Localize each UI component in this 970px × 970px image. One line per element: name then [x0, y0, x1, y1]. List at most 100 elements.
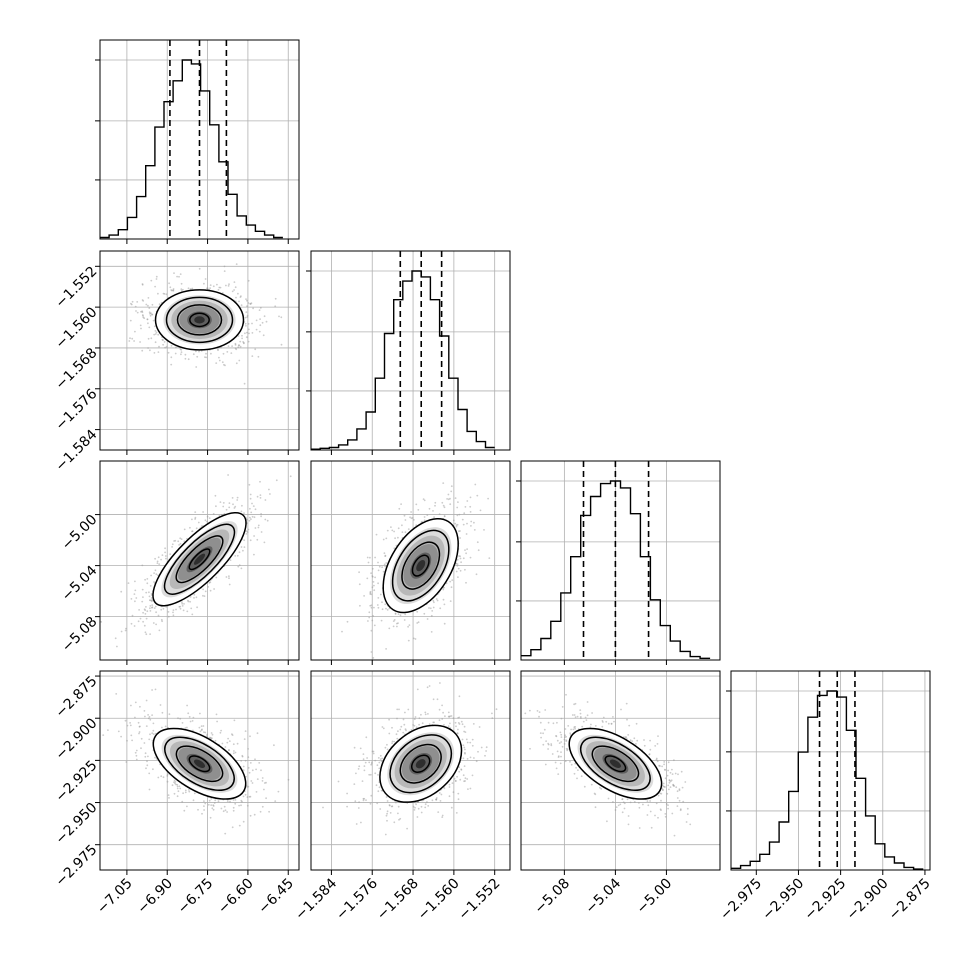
scatter-point — [467, 788, 469, 790]
scatter-point — [235, 362, 238, 365]
scatter-point — [184, 789, 187, 792]
scatter-point — [426, 801, 428, 803]
scatter-point — [397, 536, 399, 539]
scatter-point — [447, 711, 450, 714]
scatter-point — [373, 584, 375, 587]
scatter-point — [134, 701, 137, 704]
scatter-point — [396, 625, 398, 628]
scatter-point — [141, 564, 144, 567]
scatter-point — [255, 768, 257, 771]
scatter-point — [259, 324, 262, 327]
scatter-point — [138, 731, 141, 733]
scatter-point — [156, 562, 159, 564]
scatter-point — [263, 788, 265, 791]
scatter-point — [173, 272, 175, 274]
scatter-point — [227, 345, 230, 347]
scatter-point — [388, 732, 391, 735]
scatter-point — [613, 720, 615, 723]
scatter-point — [371, 567, 374, 570]
scatter-point — [144, 755, 147, 758]
scatter-point — [248, 332, 250, 335]
scatter-point — [175, 783, 177, 786]
scatter-point — [469, 787, 472, 790]
scatter-point — [130, 704, 132, 707]
scatter-point — [661, 788, 664, 791]
scatter-point — [202, 725, 205, 727]
scatter-point — [234, 555, 237, 557]
scatter-point — [251, 769, 254, 772]
scatter-point — [374, 772, 377, 775]
scatter-point — [175, 346, 177, 349]
scatter-point — [378, 565, 381, 568]
scatter-point — [373, 624, 376, 627]
scatter-point — [202, 594, 204, 597]
scatter-point — [186, 726, 188, 729]
scatter-point — [249, 516, 251, 519]
scatter-point — [391, 740, 394, 743]
scatter-point — [424, 803, 427, 806]
scatter-point — [233, 507, 236, 509]
scatter-point — [362, 753, 365, 755]
scatter-point — [241, 504, 243, 507]
scatter-point — [455, 812, 458, 814]
scatter-point — [200, 525, 203, 527]
scatter-point — [147, 297, 150, 299]
scatter-point — [394, 537, 396, 540]
scatter-point — [477, 549, 480, 552]
scatter-point — [437, 811, 440, 813]
scatter-point — [231, 497, 234, 499]
scatter-point — [201, 728, 203, 731]
scatter-point — [237, 346, 240, 348]
panel-frame — [730, 670, 931, 871]
scatter-point — [148, 591, 150, 594]
scatter-point — [413, 519, 415, 521]
scatter-point — [226, 351, 229, 353]
scatter-point — [141, 349, 144, 352]
scatter-point — [176, 787, 179, 790]
scatter-point — [412, 637, 415, 640]
scatter-point — [188, 789, 190, 791]
scatter-point — [150, 279, 153, 282]
scatter-point — [259, 494, 262, 496]
scatter-point — [388, 718, 390, 721]
scatter-point — [365, 736, 368, 739]
scatter-point — [574, 702, 577, 705]
scatter-point — [176, 275, 179, 278]
scatter-point — [194, 516, 197, 519]
scatter-point — [235, 263, 238, 265]
scatter-point — [678, 788, 681, 791]
scatter-point — [145, 617, 148, 620]
scatter-point — [143, 624, 146, 627]
scatter-point — [195, 350, 197, 353]
scatter-point — [680, 770, 683, 773]
scatter-point — [458, 530, 460, 533]
scatter-point — [418, 723, 420, 726]
scatter-point — [369, 604, 372, 607]
marginal-panel-2 — [516, 460, 721, 661]
scatter-point — [188, 790, 191, 793]
scatter-point — [152, 733, 155, 735]
scatter-point — [372, 752, 375, 755]
scatter-point — [145, 725, 148, 727]
scatter-panel-3-2 — [520, 670, 721, 871]
scatter-point — [117, 730, 120, 733]
scatter-point — [210, 352, 212, 355]
scatter-point — [556, 750, 559, 753]
scatter-point — [402, 731, 405, 734]
scatter-point — [469, 505, 472, 508]
scatter-point — [470, 525, 472, 527]
scatter-point — [246, 796, 249, 798]
scatter-point — [144, 715, 146, 718]
scatter-point — [236, 742, 239, 745]
scatter-point — [234, 751, 237, 754]
scatter-point — [167, 615, 170, 618]
scatter-point — [462, 523, 465, 526]
scatter-point — [362, 799, 365, 802]
scatter-point — [386, 800, 389, 802]
scatter-point — [420, 713, 422, 716]
scatter-point — [182, 288, 184, 291]
scatter-point — [464, 549, 466, 551]
scatter-point — [455, 525, 458, 528]
scatter-point — [463, 765, 466, 767]
scatter-point — [371, 619, 374, 622]
